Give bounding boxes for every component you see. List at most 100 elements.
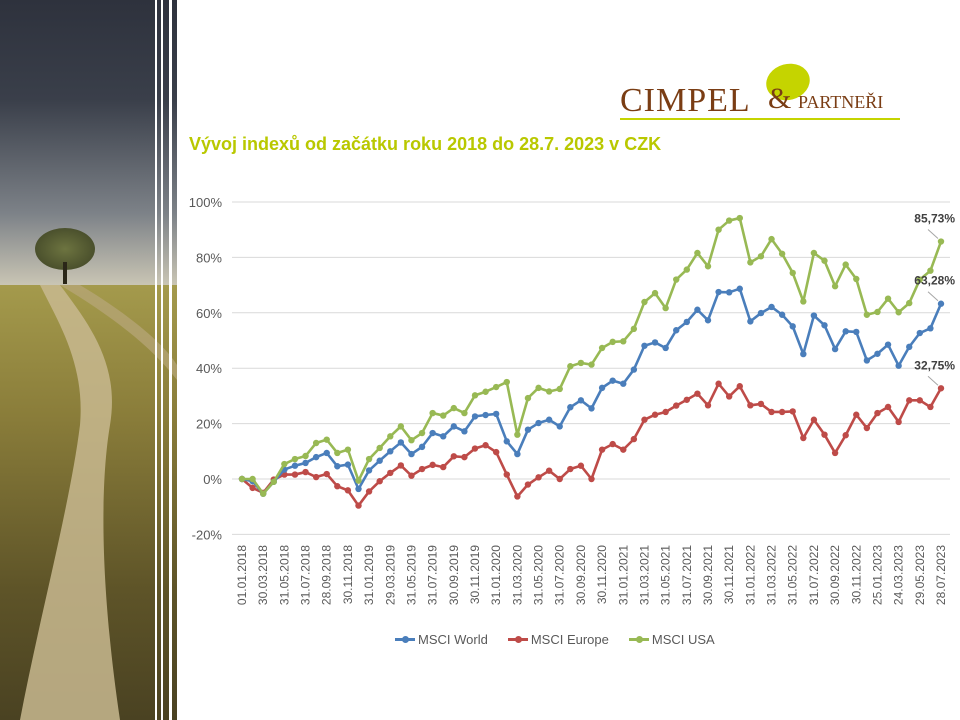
x-tick-label: 31.05.2018 (277, 545, 291, 605)
data-point (408, 472, 415, 479)
data-point (503, 438, 510, 445)
data-point (514, 493, 521, 500)
data-point (800, 350, 807, 358)
data-point (895, 309, 902, 316)
data-point (725, 393, 733, 400)
logo-ampersand: & (768, 82, 792, 115)
data-point (471, 392, 479, 399)
data-point (778, 408, 786, 416)
data-point (334, 483, 341, 490)
data-point (789, 269, 796, 277)
data-point (588, 475, 595, 483)
data-point (440, 463, 447, 471)
data-point (641, 298, 648, 306)
legend-label: MSCI World (418, 632, 488, 647)
data-point (853, 411, 860, 418)
data-point (778, 250, 786, 257)
data-point (524, 481, 532, 488)
data-point (683, 396, 691, 403)
data-point (895, 418, 902, 426)
stripe (155, 0, 157, 720)
data-point (662, 408, 669, 416)
y-tick-label: 20% (196, 417, 222, 432)
data-point (312, 473, 320, 481)
data-point (747, 402, 754, 409)
data-point (821, 257, 828, 264)
data-label-msci-world: 63,28% (914, 274, 955, 288)
x-tick-label: 30.09.2019 (447, 545, 461, 605)
data-point (334, 463, 341, 470)
data-point (376, 444, 383, 452)
x-tick-label: 31.03.2021 (637, 545, 651, 605)
data-point (545, 388, 553, 395)
logo-underline (620, 118, 900, 120)
data-point (789, 408, 796, 415)
data-point (863, 311, 871, 318)
data-point (259, 490, 267, 497)
data-point (312, 439, 320, 447)
data-point (630, 366, 638, 373)
data-point (884, 295, 892, 302)
data-point (831, 283, 839, 290)
data-point (683, 318, 691, 326)
series-line-msci-europe (241, 382, 943, 507)
tree-trunk (63, 262, 67, 284)
data-point (450, 423, 458, 430)
chart-title: Vývoj indexů od začátku roku 2018 do 28.… (189, 134, 662, 154)
data-label-msci-europe: 32,75% (914, 358, 955, 372)
data-point (302, 468, 309, 476)
data-point (937, 238, 945, 245)
data-point (408, 437, 415, 444)
data-point (567, 465, 574, 473)
data-point (937, 385, 945, 392)
legend-item-msci-europe: MSCI Europe (507, 632, 609, 647)
data-point (800, 298, 807, 305)
x-tick-label: 31.07.2022 (807, 545, 821, 605)
data-point (874, 350, 881, 357)
x-tick-label: 31.07.2020 (553, 545, 567, 605)
x-tick-label: 31.07.2018 (299, 545, 313, 605)
data-point (492, 448, 500, 456)
dirt-road (20, 285, 177, 720)
data-point (556, 475, 563, 483)
data-point (429, 429, 436, 437)
data-point (429, 461, 436, 469)
data-point (609, 440, 616, 448)
logo-text-sub: PARTNEŘI (798, 92, 884, 112)
data-point (800, 434, 807, 442)
data-point (747, 259, 754, 266)
data-point (757, 253, 765, 260)
data-point (906, 299, 913, 307)
data-point (334, 449, 341, 457)
x-tick-label: 31.03.2020 (510, 545, 524, 605)
data-point (567, 404, 574, 411)
x-tick-label: 30.11.2021 (722, 545, 736, 604)
data-label-leader (927, 291, 939, 302)
data-point (408, 450, 415, 458)
data-point (588, 361, 595, 368)
data-point (704, 317, 712, 324)
data-point (725, 217, 733, 224)
data-point (249, 475, 256, 483)
data-point (609, 338, 616, 346)
data-point (831, 345, 839, 353)
data-point (673, 327, 680, 334)
data-point (768, 303, 775, 311)
data-point (323, 470, 330, 478)
y-tick-label: 100% (189, 195, 223, 210)
data-point (344, 487, 352, 494)
y-tick-label: 60% (196, 306, 222, 321)
data-point (387, 448, 394, 455)
data-point (757, 309, 765, 317)
data-point (768, 235, 775, 243)
data-point (302, 452, 309, 460)
y-tick-label: 0% (203, 472, 222, 487)
legend-marker-icon (507, 635, 528, 643)
data-point (620, 338, 627, 345)
data-point (641, 416, 648, 423)
data-point (651, 411, 659, 418)
data-point (768, 408, 775, 416)
data-point (853, 275, 860, 283)
data-point (736, 383, 743, 390)
